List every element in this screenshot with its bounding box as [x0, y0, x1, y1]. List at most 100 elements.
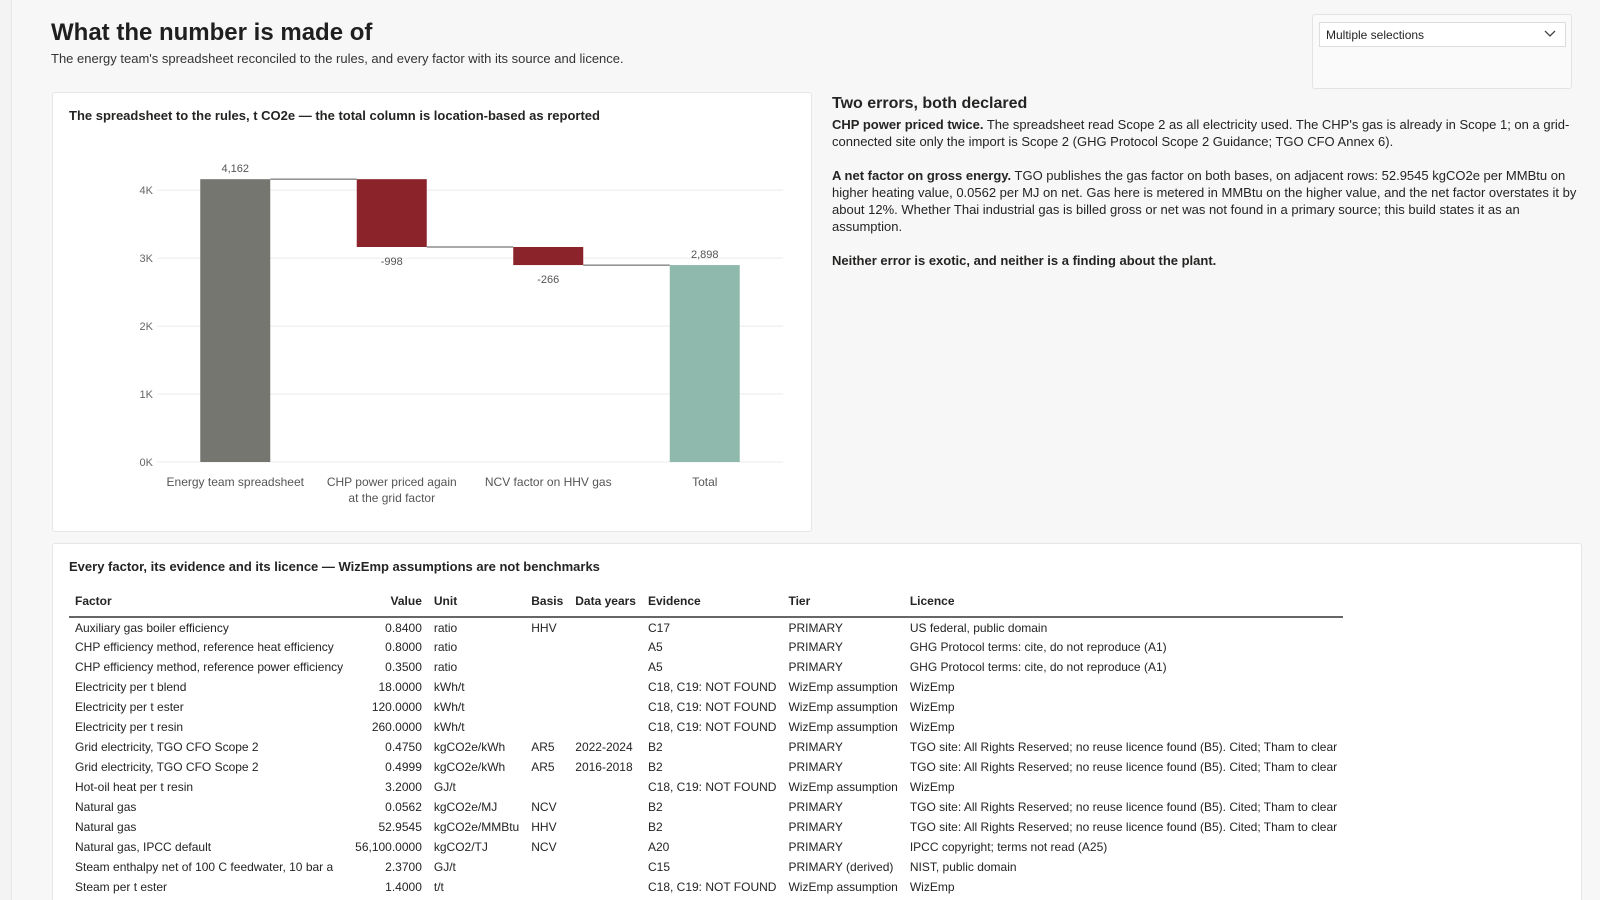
- table-cell: PRIMARY: [788, 740, 843, 754]
- table-row[interactable]: Electricity per t resin 260.0000 kWh/t C18,…: [69, 717, 1343, 737]
- column-header[interactable]: Basis: [525, 588, 570, 618]
- table-cell: AR5: [531, 760, 555, 774]
- table-cell: [569, 837, 642, 857]
- table-header-row: Factor Value Unit Basis Data years Evidence Ti…: [69, 588, 1344, 618]
- table-cell: Electricity per t ester: [75, 700, 184, 714]
- table-cell: PRIMARY: [788, 800, 843, 814]
- table-cell: WizEmp assumption: [788, 700, 898, 714]
- table-cell: Electricity per t resin: [75, 720, 184, 734]
- table-cell: TGO site: All Rights Reserved; no reuse …: [909, 820, 1338, 834]
- waterfall-chart-card: 0K 1K 2K 3K 4K 4,162 Energy team spreadsheet -9…: [52, 92, 812, 532]
- table-cell: Steam per t ester: [75, 880, 168, 894]
- category-label: NCV factor on HHV gas: [485, 475, 612, 489]
- narrative-p2-lead: A net factor on gross energy.: [832, 168, 1012, 183]
- table-cell: ratio: [433, 660, 458, 674]
- table-cell: TGO site: All Rights Reserved; no reuse …: [909, 740, 1338, 754]
- table-cell: Hot-oil heat per t resin: [75, 780, 194, 794]
- table-row[interactable]: Electricity per t ester 120.0000 kWh/t C18,…: [69, 697, 1343, 717]
- table-cell: C18, C19: NOT FOUND: [647, 880, 777, 894]
- table-row[interactable]: Steam per t ester 1.4000 t/t C18, C19: NOT …: [69, 877, 1343, 897]
- table-cell: [569, 717, 642, 737]
- table-cell: A5: [647, 640, 663, 654]
- table-cell: PRIMARY: [788, 840, 843, 854]
- table-cell: HHV: [531, 820, 557, 834]
- table-title: Every factor, its evidence and its licen…: [69, 559, 600, 574]
- table-cell: kgCO2e/MJ: [433, 800, 498, 814]
- column-header[interactable]: Data years: [569, 588, 642, 618]
- table-row[interactable]: Steam enthalpy net of 100 C feedwater, 1…: [69, 857, 1343, 877]
- column-header[interactable]: Unit: [427, 588, 526, 618]
- table-cell: [525, 877, 569, 897]
- table-cell: [569, 777, 642, 797]
- table-row[interactable]: CHP efficiency method, reference heat ef…: [69, 637, 1343, 657]
- narrative-paragraph-2: A net factor on gross energy. TGO publis…: [832, 167, 1587, 235]
- table-row[interactable]: Natural gas 0.0562 kgCO2e/MJ NCV B2 PRIMARY TG…: [69, 797, 1343, 817]
- slicer-dropdown[interactable]: Multiple selections: [1319, 22, 1566, 47]
- column-header[interactable]: Tier: [782, 588, 904, 618]
- data-label: 4,162: [221, 163, 249, 175]
- column-header[interactable]: Licence: [903, 588, 1344, 618]
- table-row[interactable]: CHP efficiency method, reference power e…: [69, 657, 1343, 677]
- category-label: Energy team spreadsheet: [167, 475, 305, 489]
- table-cell: GHG Protocol terms: cite, do not reprodu…: [909, 640, 1167, 654]
- table-cell: WizEmp: [909, 680, 955, 694]
- table-cell: TGO site: All Rights Reserved; no reuse …: [909, 760, 1338, 774]
- table-cell: HHV: [531, 620, 557, 635]
- waterfall-chart: 0K 1K 2K 3K 4K 4,162 Energy team spreadsheet -9…: [140, 163, 783, 505]
- table-cell: PRIMARY: [788, 620, 843, 635]
- table-cell: kgCO2/TJ: [433, 840, 488, 854]
- table-cell: WizEmp: [909, 780, 955, 794]
- y-tick-label: 3K: [140, 253, 154, 265]
- table-row[interactable]: Auxiliary gas boiler efficiency 0.8400 rat…: [69, 617, 1343, 637]
- table-cell: [525, 697, 569, 717]
- y-tick-label: 2K: [140, 321, 154, 333]
- table-cell: 3.2000: [385, 780, 422, 794]
- table-cell: A5: [647, 660, 663, 674]
- data-label: 2,898: [691, 249, 719, 261]
- table-cell: C18, C19: NOT FOUND: [647, 700, 777, 714]
- table-cell: Grid electricity, TGO CFO Scope 2: [75, 740, 259, 754]
- table-cell: [569, 817, 642, 837]
- chevron-down-icon[interactable]: [1543, 26, 1557, 40]
- table-row[interactable]: Grid electricity, TGO CFO Scope 2 0.4999 k…: [69, 757, 1343, 777]
- selection-slicer: Multiple selections: [1312, 14, 1572, 89]
- slicer-value: Multiple selections: [1326, 28, 1425, 42]
- table-cell: C15: [647, 860, 670, 874]
- column-header[interactable]: Evidence: [641, 588, 783, 618]
- table-cell: 0.4999: [385, 760, 422, 774]
- narrative-paragraph-3: Neither error is exotic, and neither is …: [832, 252, 1587, 269]
- table-cell: GJ/t: [433, 780, 456, 794]
- table-row[interactable]: Hot-oil heat per t resin 3.2000 GJ/t C18, C…: [69, 777, 1343, 797]
- category-label: CHP power priced again: [327, 475, 457, 489]
- table-cell: WizEmp: [909, 880, 955, 894]
- table-cell: NCV: [531, 840, 557, 854]
- chart-title: The spreadsheet to the rules, t CO2e — t…: [69, 108, 600, 123]
- table-cell: Electricity per t blend: [75, 680, 187, 694]
- table-row[interactable]: Natural gas 52.9545 kgCO2e/MMBtu HHV B2 PRIMA…: [69, 817, 1343, 837]
- table-cell: [569, 637, 642, 657]
- column-header[interactable]: Value: [349, 588, 428, 618]
- waterfall-bar: [356, 179, 427, 247]
- table-cell: AR5: [531, 740, 555, 754]
- table-cell: 0.0562: [385, 800, 422, 814]
- table-cell: [569, 857, 642, 877]
- table-row[interactable]: Natural gas, IPCC default 56,100.0000 kgCO…: [69, 837, 1343, 857]
- table-cell: IPCC copyright; terms not read (A25): [909, 840, 1108, 854]
- narrative-heading: Two errors, both declared: [832, 95, 1028, 112]
- table-cell: WizEmp assumption: [788, 780, 898, 794]
- table-cell: [525, 677, 569, 697]
- column-header[interactable]: Factor: [69, 588, 350, 618]
- table-cell: ratio: [433, 620, 458, 635]
- category-label: at the grid factor: [348, 491, 435, 505]
- table-cell: Natural gas: [75, 800, 137, 814]
- report-page: What the number is made of The energy te…: [11, 0, 1600, 900]
- narrative-panel: Two errors, both declared CHP power pric…: [832, 95, 1587, 286]
- table-cell: [525, 857, 569, 877]
- table-cell: WizEmp assumption: [788, 680, 898, 694]
- table-cell: Grid electricity, TGO CFO Scope 2: [75, 760, 259, 774]
- table-row[interactable]: Electricity per t blend 18.0000 kWh/t C18, …: [69, 677, 1343, 697]
- table-row[interactable]: Grid electricity, TGO CFO Scope 2 0.4750 k…: [69, 737, 1343, 757]
- table-cell: 120.0000: [371, 700, 422, 714]
- table-cell: [569, 797, 642, 817]
- table-cell: Natural gas: [75, 820, 137, 834]
